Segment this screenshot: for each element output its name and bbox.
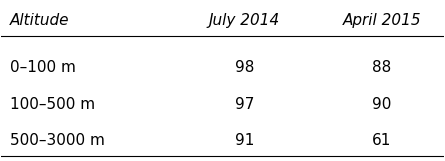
Text: 500–3000 m: 500–3000 m (10, 133, 105, 148)
Text: 61: 61 (372, 133, 392, 148)
Text: 98: 98 (235, 60, 254, 75)
Text: 100–500 m: 100–500 m (10, 97, 95, 112)
Text: April 2015: April 2015 (342, 13, 421, 28)
Text: 97: 97 (235, 97, 254, 112)
Text: 0–100 m: 0–100 m (10, 60, 76, 75)
Text: 90: 90 (372, 97, 392, 112)
Text: 91: 91 (235, 133, 254, 148)
Text: 88: 88 (372, 60, 391, 75)
Text: July 2014: July 2014 (209, 13, 280, 28)
Text: Altitude: Altitude (10, 13, 70, 28)
